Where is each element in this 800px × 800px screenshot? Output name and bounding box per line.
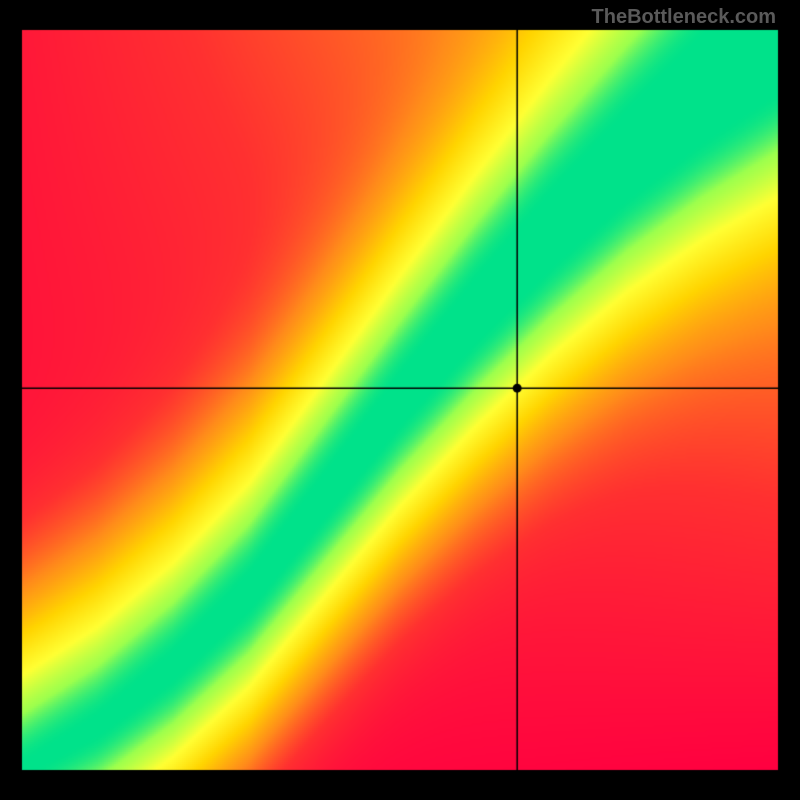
watermark-text: TheBottleneck.com [592,6,776,29]
bottleneck-heatmap [0,0,800,800]
chart-container: TheBottleneck.com [0,0,800,800]
